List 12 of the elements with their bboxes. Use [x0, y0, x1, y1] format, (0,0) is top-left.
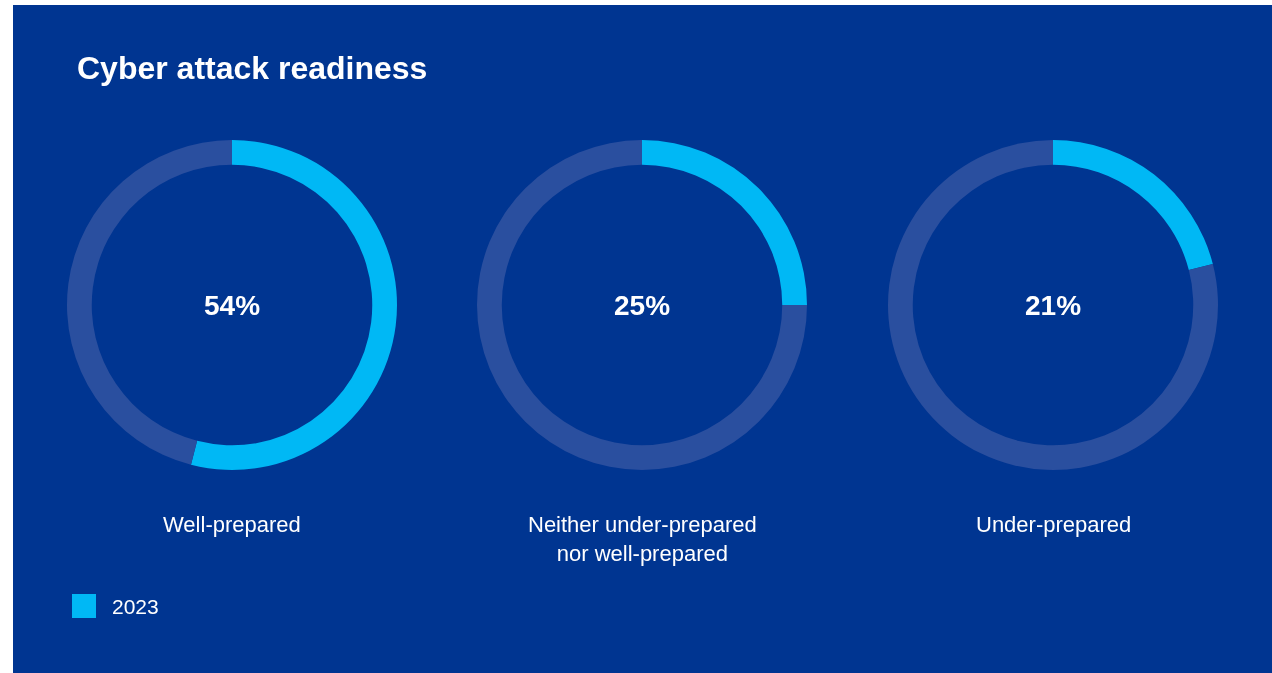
- donut-slice: [190, 140, 397, 470]
- text: Well-prepared: [163, 512, 301, 537]
- text: Under-prepared: [976, 512, 1132, 537]
- text: 25%: [614, 290, 671, 321]
- donut-slice: [477, 140, 807, 470]
- chart-title: Cyber attack readiness: [77, 50, 428, 87]
- donut-slice: [888, 140, 1218, 470]
- donut-slice: [1053, 140, 1213, 271]
- text: 21%: [1025, 290, 1082, 321]
- text: 54%: [204, 290, 261, 321]
- legend-label: 2023: [112, 595, 159, 618]
- text: Neither under-prepared nor well-prepared: [528, 512, 757, 566]
